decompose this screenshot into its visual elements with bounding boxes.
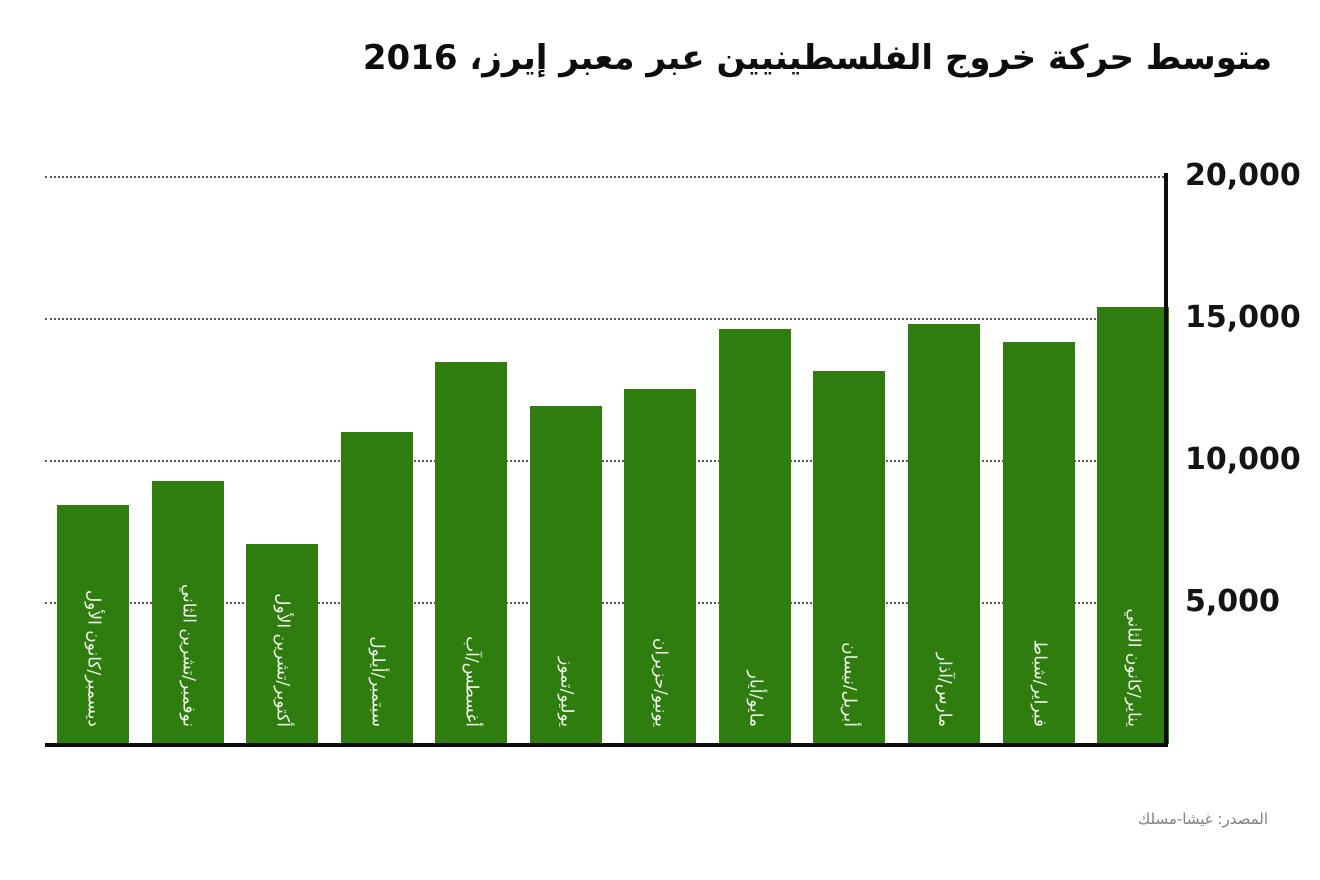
bar: أكتوبر/تشرين الأول <box>246 544 319 744</box>
bar-label: أبريل/نيسان <box>839 642 860 727</box>
y-axis-line <box>1164 173 1168 747</box>
y-tick-label: 10,000 <box>1185 442 1301 477</box>
bar: مارس/آذار <box>907 324 980 744</box>
bar-label: أغسطس/آب <box>461 636 482 727</box>
bar-label: سبتمبر/أيلول <box>367 636 388 727</box>
chart-title: متوسط حركة خروج الفلسطينيين عبر معبر إير… <box>362 38 1272 78</box>
bar-label: يناير/كانون الثاني <box>1123 608 1144 727</box>
bar-label: يوليو/تموز <box>556 657 577 727</box>
bar: ديسمبر/كانون الأول <box>57 505 129 744</box>
gridline <box>45 318 1168 320</box>
bar-label: يونيو/حزيران <box>650 637 671 727</box>
bar: يناير/كانون الثاني <box>1097 307 1170 744</box>
bar-label: أكتوبر/تشرين الأول <box>272 593 293 727</box>
bar: أغسطس/آب <box>435 362 508 744</box>
bar-label: نوفمبر/تشرين الثاني <box>178 583 199 727</box>
bar-label: ديسمبر/كانون الأول <box>83 589 104 727</box>
bar: سبتمبر/أيلول <box>340 432 413 744</box>
source-note: المصدر: غيشا-مسلك <box>1137 810 1268 828</box>
bar: يوليو/تموز <box>529 406 602 744</box>
bar-label: مارس/آذار <box>934 652 955 727</box>
bar-label: مايو/أيار <box>745 670 766 727</box>
gridline <box>45 602 1168 604</box>
bar: يونيو/حزيران <box>624 389 697 744</box>
y-tick-label: 15,000 <box>1185 300 1301 335</box>
gridline <box>45 176 1168 178</box>
y-tick-label: 5,000 <box>1185 584 1280 619</box>
plot-area: يناير/كانون الثاني فبراير/شباط مارس/آذار أب… <box>45 161 1301 747</box>
bar-label: فبراير/شباط <box>1029 639 1049 727</box>
x-axis-line <box>45 743 1168 747</box>
bar: نوفمبر/تشرين الثاني <box>151 481 224 744</box>
bar: فبراير/شباط <box>1002 342 1075 744</box>
gridline <box>45 460 1168 462</box>
bar: أبريل/نيسان <box>813 371 886 744</box>
y-tick-label: 20,000 <box>1185 158 1301 193</box>
bar: مايو/أيار <box>718 329 791 744</box>
